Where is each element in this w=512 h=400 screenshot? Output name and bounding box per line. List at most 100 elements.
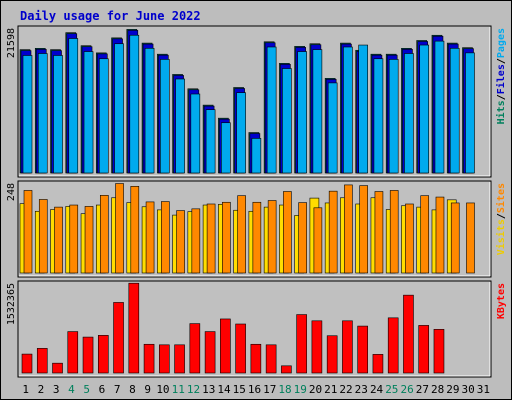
bar-kbytes — [82, 336, 94, 374]
legend-entry: / — [496, 94, 507, 100]
bar-pages — [114, 43, 124, 174]
bar-sites — [313, 207, 323, 274]
bar-kbytes — [220, 318, 231, 374]
bar-pages — [297, 51, 307, 174]
bar-kbytes — [235, 323, 246, 374]
bar-sites — [450, 202, 460, 274]
bar-pages — [129, 34, 140, 174]
bar-kbytes — [403, 294, 414, 374]
bar-pages — [373, 58, 384, 174]
bar-sites — [84, 206, 94, 274]
bar-pages — [221, 122, 231, 174]
day-label: 23 — [355, 383, 368, 396]
bar-kbytes — [189, 323, 201, 374]
bar-pages — [465, 52, 475, 174]
day-label: 16 — [248, 383, 261, 396]
panel-legend: Visits/Sites — [495, 183, 507, 255]
day-label: 3 — [53, 383, 60, 396]
x-axis-day-labels: 1 2 3 4 5 6 7 8 9 10 11 12 13 14 15 16 17 18 19 20 21 22 23 24 2… — [22, 383, 490, 396]
bar-pages — [266, 46, 277, 174]
bar-pages — [144, 48, 155, 174]
bar-sites — [344, 184, 353, 274]
bar-kbytes — [204, 331, 216, 374]
day-label: 4 — [68, 383, 75, 396]
bar-sites — [176, 210, 185, 274]
bar-sites — [54, 206, 63, 274]
bar-sites — [145, 201, 155, 274]
bar-sites — [206, 203, 216, 274]
panel-max-label: 248 — [6, 183, 17, 201]
bar-sites — [389, 190, 399, 274]
day-label: 9 — [144, 383, 151, 396]
bar-pages — [358, 44, 368, 174]
day-label: 13 — [202, 383, 215, 396]
bar-kbytes — [265, 344, 277, 374]
day-label: 6 — [99, 383, 106, 396]
day-label: 15 — [233, 383, 246, 396]
panel-visits-sites: 248 Visits/Sites — [6, 180, 507, 278]
day-label: 17 — [263, 383, 276, 396]
day-label: 2 — [38, 383, 45, 396]
bar-sites — [267, 200, 277, 274]
bar-sites — [298, 202, 307, 274]
bar-sites — [161, 201, 170, 274]
bar-kbytes — [52, 362, 63, 374]
bar-kbytes — [36, 348, 48, 374]
bar-kbytes — [21, 353, 33, 374]
bar-pages — [83, 51, 94, 174]
bar-pages — [53, 55, 63, 174]
bar-sites — [237, 195, 246, 274]
bar-pages — [327, 82, 338, 174]
panel-legend: Hits/Files/Pages — [495, 28, 507, 124]
chart-title: Daily usage for June 2022 — [20, 9, 201, 23]
bar-pages — [449, 48, 460, 174]
bar-sites — [405, 203, 414, 274]
bar-pages — [404, 53, 414, 174]
day-label: 19 — [294, 383, 307, 396]
bar-kbytes — [357, 325, 368, 374]
bar-pages — [37, 53, 48, 174]
bar-kbytes — [296, 314, 307, 374]
day-label: 14 — [217, 383, 231, 396]
bar-pages — [312, 49, 323, 174]
bar-kbytes — [372, 354, 384, 374]
bar-sites — [115, 183, 124, 274]
day-label: 27 — [416, 383, 429, 396]
bar-sites — [328, 190, 338, 274]
day-label: 11 — [172, 383, 185, 396]
bar-pages — [190, 93, 201, 174]
bar-pages — [68, 38, 79, 174]
bar-sites — [420, 195, 430, 274]
panel-legend: KBytes — [496, 283, 507, 319]
day-label: 30 — [461, 383, 474, 396]
bar-sites — [359, 185, 368, 274]
day-label: 31 — [477, 383, 490, 396]
legend-entry: KBytes — [496, 283, 507, 319]
bar-pages — [160, 59, 170, 174]
bar-sites — [435, 196, 445, 274]
legend-entry: Files — [495, 64, 507, 94]
day-label: 24 — [370, 383, 384, 396]
bar-kbytes — [342, 320, 353, 374]
legend-entry: Hits — [495, 100, 507, 124]
bar-kbytes — [281, 365, 292, 374]
bar-kbytes — [387, 317, 399, 374]
bar-sites — [191, 208, 201, 274]
day-label: 26 — [400, 383, 413, 396]
day-label: 25 — [385, 383, 398, 396]
legend-entry: / — [496, 213, 507, 219]
day-label: 22 — [339, 383, 352, 396]
bar-sites — [130, 186, 140, 274]
day-label: 18 — [278, 383, 291, 396]
bar-pages — [175, 78, 185, 174]
bar-pages — [343, 46, 353, 174]
bar-pages — [434, 40, 445, 174]
bar-sites — [23, 190, 33, 274]
day-label: 28 — [431, 383, 444, 396]
legend-entry: Visits — [495, 219, 507, 255]
bar-pages — [98, 58, 109, 174]
bar-sites — [222, 201, 231, 274]
bar-sites — [466, 202, 475, 274]
